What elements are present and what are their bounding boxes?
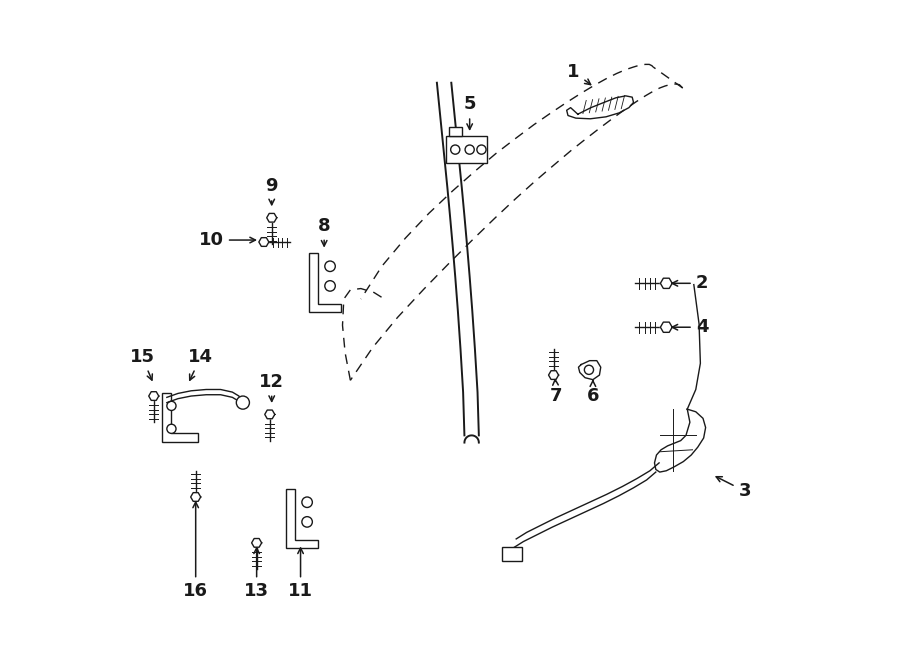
Text: 7: 7 bbox=[550, 379, 562, 405]
Polygon shape bbox=[148, 392, 158, 401]
Text: 6: 6 bbox=[587, 381, 599, 405]
Circle shape bbox=[325, 281, 336, 292]
Text: 3: 3 bbox=[716, 477, 751, 500]
Text: 14: 14 bbox=[188, 348, 213, 380]
Polygon shape bbox=[548, 371, 559, 379]
FancyBboxPatch shape bbox=[449, 128, 462, 136]
Text: 10: 10 bbox=[199, 231, 256, 249]
Polygon shape bbox=[252, 539, 262, 547]
Text: 8: 8 bbox=[318, 217, 330, 246]
Text: 1: 1 bbox=[567, 63, 590, 85]
Circle shape bbox=[451, 145, 460, 154]
Text: 15: 15 bbox=[130, 348, 155, 380]
Polygon shape bbox=[265, 410, 274, 418]
Text: 11: 11 bbox=[288, 548, 313, 600]
Text: 12: 12 bbox=[259, 373, 284, 401]
Circle shape bbox=[477, 145, 486, 154]
Circle shape bbox=[584, 366, 593, 374]
Text: 4: 4 bbox=[672, 318, 708, 336]
Polygon shape bbox=[661, 322, 672, 332]
FancyBboxPatch shape bbox=[502, 547, 522, 561]
Text: 2: 2 bbox=[672, 274, 708, 292]
Polygon shape bbox=[259, 238, 269, 247]
FancyBboxPatch shape bbox=[446, 136, 487, 163]
Text: 16: 16 bbox=[184, 502, 208, 600]
Polygon shape bbox=[286, 489, 318, 548]
Text: 13: 13 bbox=[244, 548, 269, 600]
Circle shape bbox=[302, 517, 312, 527]
Circle shape bbox=[325, 261, 336, 272]
Polygon shape bbox=[266, 214, 276, 222]
Circle shape bbox=[166, 401, 176, 410]
Polygon shape bbox=[661, 278, 672, 288]
Polygon shape bbox=[191, 492, 201, 501]
Polygon shape bbox=[309, 253, 340, 312]
Text: 9: 9 bbox=[266, 177, 278, 205]
Circle shape bbox=[237, 396, 249, 409]
Circle shape bbox=[302, 497, 312, 508]
Circle shape bbox=[166, 424, 176, 434]
Polygon shape bbox=[162, 393, 198, 442]
Text: 5: 5 bbox=[464, 95, 476, 130]
Circle shape bbox=[465, 145, 474, 154]
